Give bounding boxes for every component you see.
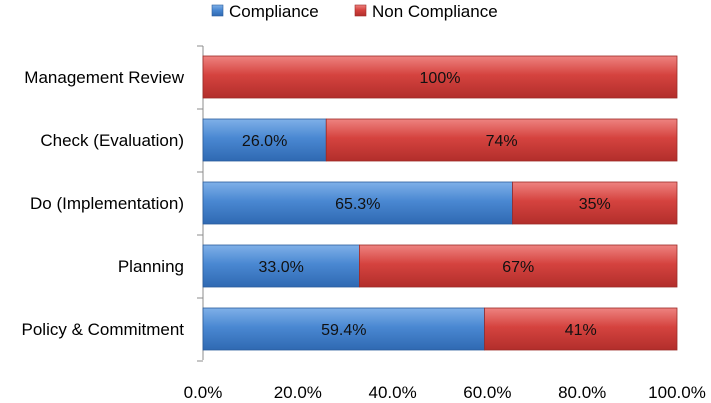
x-tick-label: 60.0%: [463, 383, 511, 402]
bar-non-compliance: [325, 118, 678, 162]
bar-non-compliance: [484, 307, 678, 351]
category-label: Management Review: [24, 68, 184, 87]
legend-swatch-compliance: [211, 4, 224, 17]
bar-non-compliance: [512, 181, 678, 225]
legend-label-compliance: Compliance: [229, 2, 319, 21]
bar-non-compliance: [202, 55, 678, 99]
legend-label-non-compliance: Non Compliance: [372, 2, 498, 21]
category-label: Planning: [118, 257, 184, 276]
data-label: 74%: [486, 133, 518, 150]
data-label: 26.0%: [242, 133, 287, 150]
data-label: 59.4%: [321, 322, 366, 339]
x-tick-label: 100.0%: [648, 383, 706, 402]
data-label: 65.3%: [335, 196, 380, 213]
data-label: 35%: [579, 196, 611, 213]
data-label: 100%: [420, 70, 461, 87]
x-tick-label: 40.0%: [368, 383, 416, 402]
data-label: 67%: [502, 259, 534, 276]
category-label: Check (Evaluation): [40, 131, 184, 150]
data-label: 41%: [565, 322, 597, 339]
category-label: Do (Implementation): [30, 194, 184, 213]
x-tick-label: 80.0%: [558, 383, 606, 402]
category-label: Policy & Commitment: [22, 320, 185, 339]
data-label: 33.0%: [259, 259, 304, 276]
bar-compliance: [202, 307, 485, 351]
legend: Compliance Non Compliance: [211, 2, 498, 21]
bar-non-compliance: [359, 244, 678, 288]
bar-compliance: [202, 244, 360, 288]
bar-compliance: [202, 118, 327, 162]
x-tick-label: 0.0%: [184, 383, 223, 402]
legend-swatch-non-compliance: [354, 4, 367, 17]
x-tick-label: 20.0%: [274, 383, 322, 402]
